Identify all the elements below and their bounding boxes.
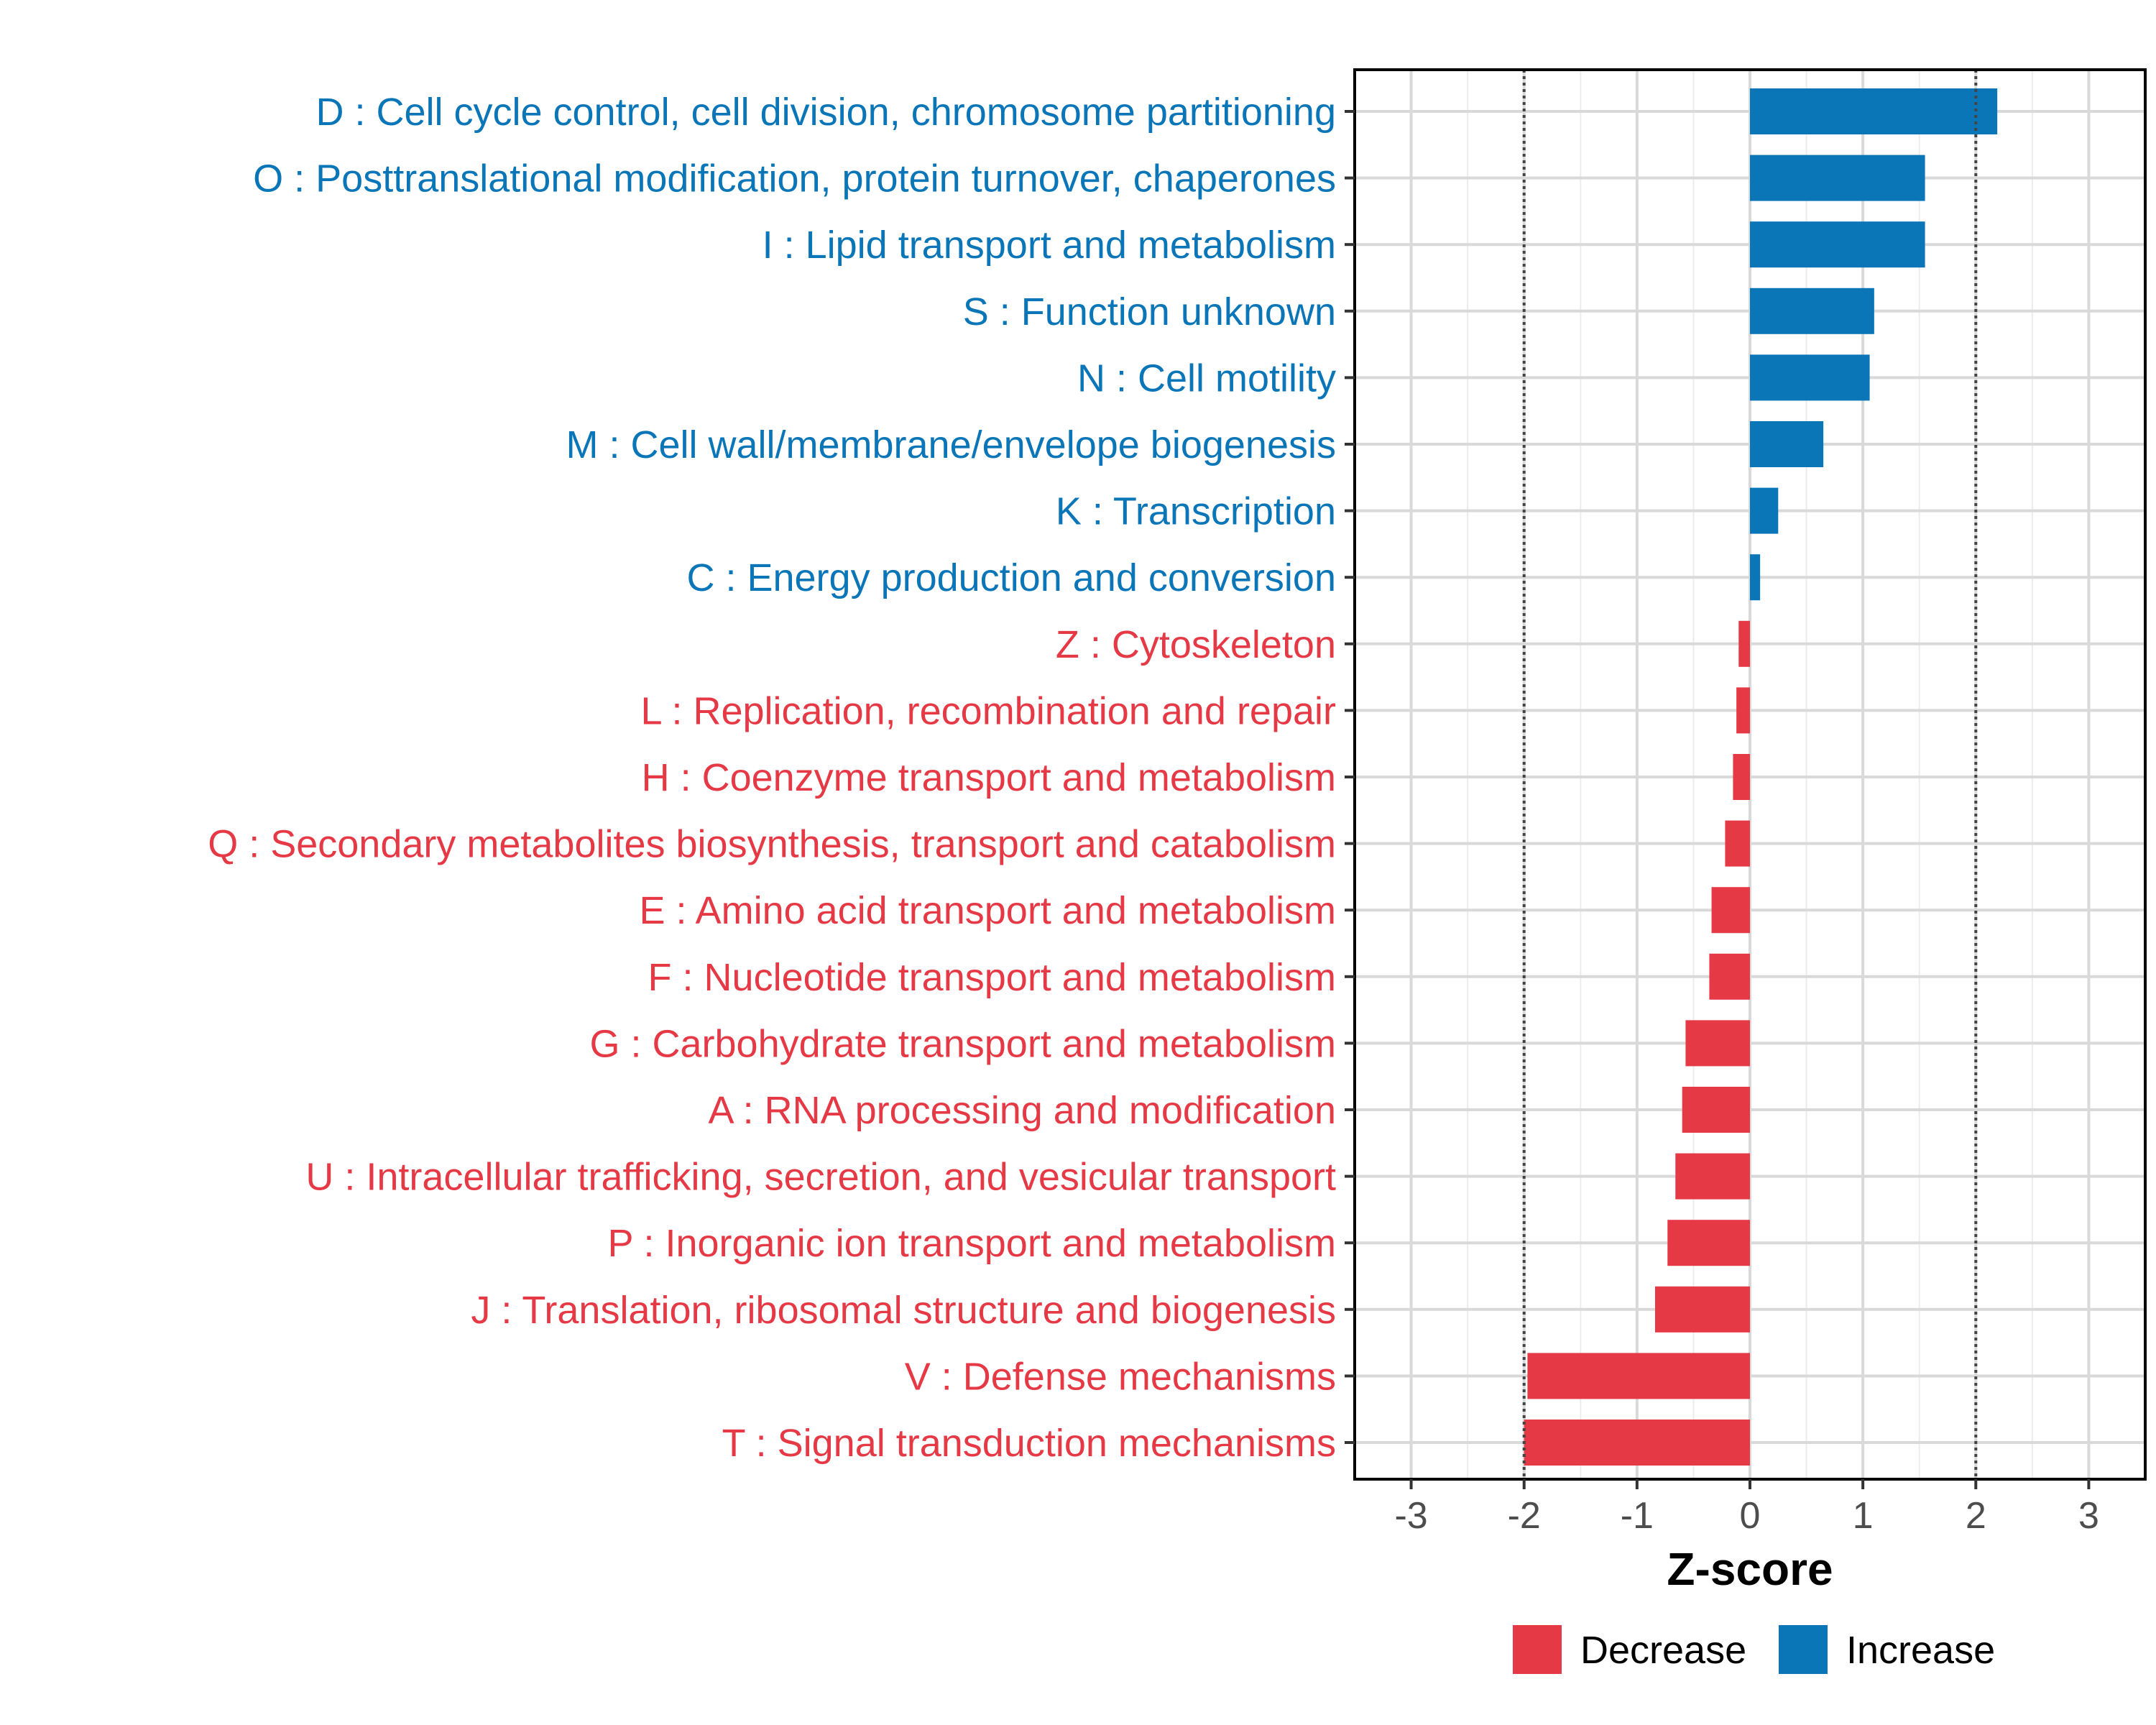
legend-label: Increase [1846, 1629, 1995, 1672]
category-label: J : Translation, ribosomal structure and… [471, 1289, 1336, 1332]
legend-swatch [1513, 1625, 1562, 1674]
bar [1750, 554, 1761, 601]
bar [1685, 1020, 1750, 1067]
category-label: A : RNA processing and modification [709, 1089, 1336, 1132]
bar [1750, 487, 1779, 534]
bar [1527, 1353, 1750, 1399]
category-label: E : Amino acid transport and metabolism [640, 889, 1336, 932]
bar [1524, 1420, 1750, 1466]
bar [1655, 1286, 1750, 1333]
x-tick-label: -3 [1394, 1495, 1427, 1537]
bar [1750, 354, 1870, 401]
bar [1733, 754, 1750, 800]
bar [1750, 221, 1925, 268]
category-label: O : Posttranslational modification, prot… [253, 157, 1336, 201]
category-label: T : Signal transduction mechanisms [722, 1422, 1336, 1465]
category-label: K : Transcription [1056, 490, 1336, 533]
category-label: D : Cell cycle control, cell division, c… [315, 91, 1336, 134]
bar [1750, 155, 1925, 201]
bar [1709, 953, 1750, 1000]
bar [1711, 887, 1750, 934]
category-label: H : Coenzyme transport and metabolism [642, 756, 1336, 799]
category-label: U : Intracellular trafficking, secretion… [305, 1156, 1336, 1199]
category-label: V : Defense mechanisms [905, 1355, 1336, 1398]
category-label: Z : Cytoskeleton [1056, 623, 1336, 666]
category-label: Q : Secondary metabolites biosynthesis, … [208, 823, 1336, 866]
bar [1725, 820, 1750, 867]
x-tick-label: 2 [1966, 1495, 1986, 1537]
bar [1750, 288, 1874, 334]
x-tick-label: 1 [1853, 1495, 1874, 1537]
bar [1750, 88, 1998, 134]
category-label: M : Cell wall/membrane/envelope biogenes… [566, 423, 1336, 466]
category-labels: D : Cell cycle control, cell division, c… [208, 91, 1355, 1465]
x-tick-label: 3 [2078, 1495, 2099, 1537]
bar [1738, 620, 1750, 667]
bar [1750, 421, 1824, 467]
category-label: I : Lipid transport and metabolism [763, 224, 1336, 267]
category-label: F : Nucleotide transport and metabolism [648, 956, 1336, 999]
bar [1667, 1220, 1750, 1266]
legend-swatch [1779, 1625, 1828, 1674]
x-tick-label: -1 [1621, 1495, 1654, 1537]
bar [1682, 1087, 1750, 1133]
category-label: N : Cell motility [1077, 356, 1336, 400]
category-label: G : Carbohydrate transport and metabolis… [590, 1022, 1337, 1065]
category-label: L : Replication, recombination and repai… [640, 689, 1336, 732]
legend-label: Decrease [1580, 1629, 1746, 1672]
category-label: C : Energy production and conversion [686, 556, 1336, 599]
legend: Decrease Increase [1513, 1625, 1995, 1674]
x-axis: -3 -2 -1 0 1 2 3 [1394, 1479, 2099, 1537]
bar [1675, 1153, 1750, 1200]
plot-panel [1353, 68, 2147, 1481]
category-label: S : Function unknown [963, 290, 1336, 334]
x-tick-label: 0 [1740, 1495, 1761, 1537]
bar [1736, 687, 1750, 734]
category-label: P : Inorganic ion transport and metaboli… [607, 1222, 1336, 1265]
x-axis-title: Z-score [1667, 1543, 1833, 1595]
x-tick-label: -2 [1508, 1495, 1541, 1537]
